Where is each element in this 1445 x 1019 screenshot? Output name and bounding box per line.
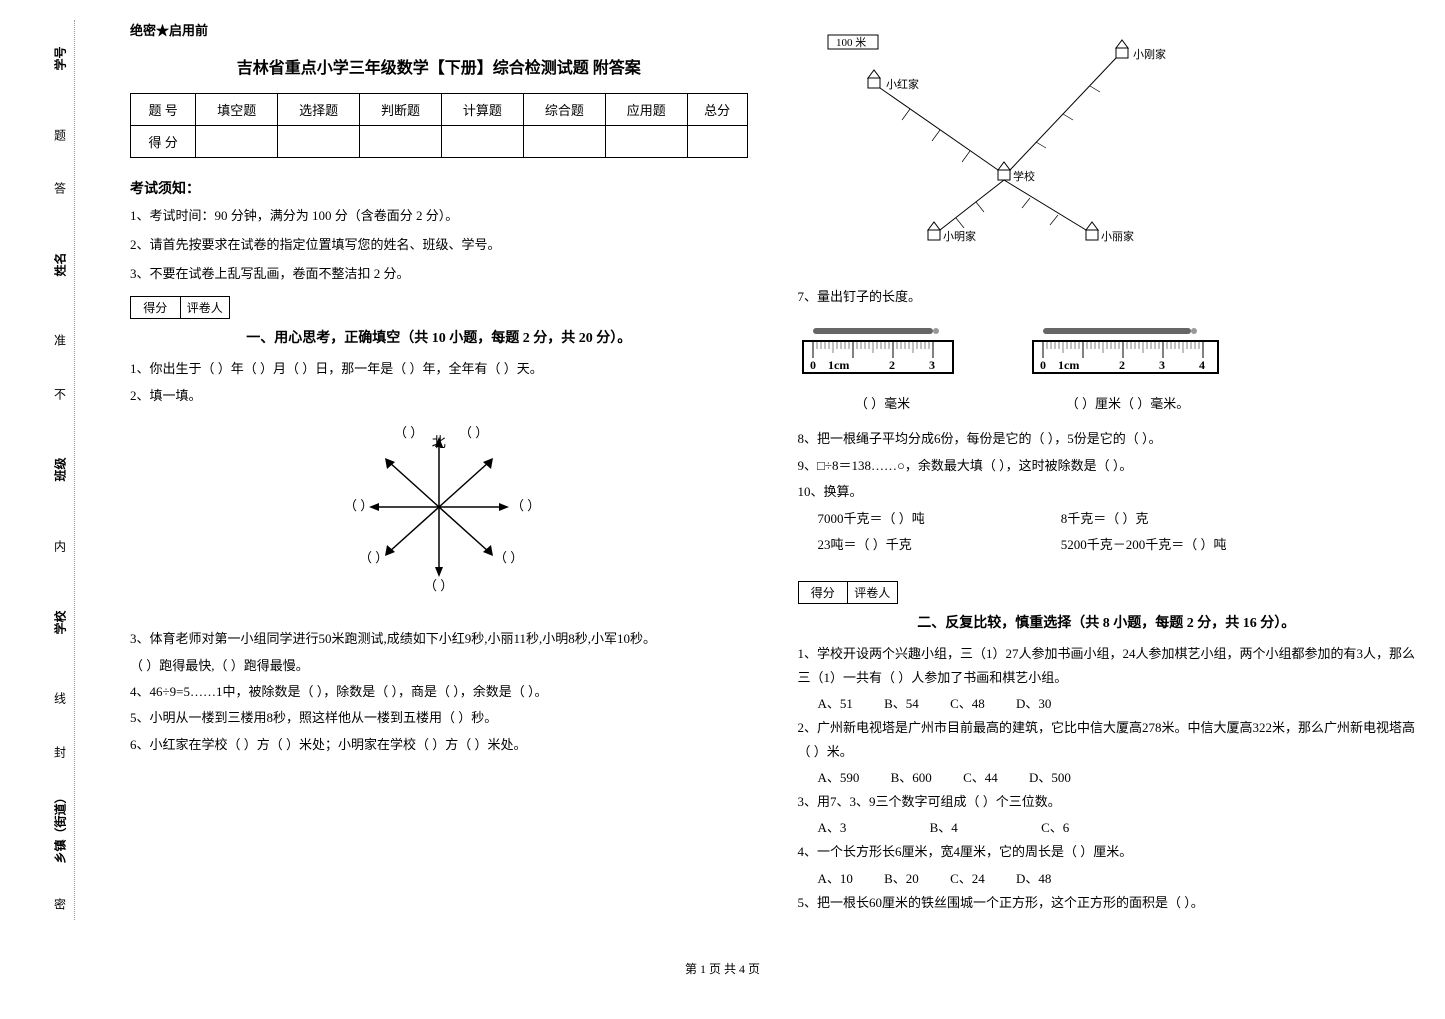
side-label: 学校 xyxy=(52,610,69,634)
svg-text:小红家: 小红家 xyxy=(886,77,919,91)
question: 2、广州新电视塔是广州市目前最高的建筑，它比中信大厦高278米。中信大厦高322… xyxy=(798,716,1416,763)
svg-text:（ ）: （ ） xyxy=(494,550,523,565)
question: 4、一个长方形长6厘米，宽4厘米，它的周长是（ ）厘米。 xyxy=(798,840,1416,863)
question: 4、46÷9=5……1中，被除数是（ ），除数是（ ），商是（ ），余数是（ ）… xyxy=(130,680,748,703)
svg-text:小丽家: 小丽家 xyxy=(1101,229,1134,243)
svg-text:小刚家: 小刚家 xyxy=(1133,47,1166,61)
instructions-heading: 考试须知： xyxy=(130,178,748,198)
confidential-label: 绝密★启用前 xyxy=(130,20,748,39)
score-table: 题 号 填空题 选择题 判断题 计算题 综合题 应用题 总分 得 分 xyxy=(130,93,748,158)
svg-text:2: 2 xyxy=(1119,358,1125,372)
question: 9、□÷8＝138……○，余数最大填（ ），这时被除数是（ ）。 xyxy=(798,454,1416,477)
ruler-diagrams: 0 1cm 2 3 （ ）毫米 xyxy=(798,323,1416,412)
svg-text:（ ）: （ ） xyxy=(424,578,453,592)
svg-text:小明家: 小明家 xyxy=(943,229,976,243)
mini-score-box: 得分 评卷人 xyxy=(130,296,230,319)
question: 5、小明从一楼到三楼用8秒，照这样他从一楼到五楼用（ ）秒。 xyxy=(130,706,748,729)
map-diagram: 100 米 小红家 小刚家 学校 小明家 小丽家 xyxy=(798,30,1416,265)
side-label: 班级 xyxy=(52,458,69,482)
question: 2、填一填。 xyxy=(130,384,748,407)
page-footer: 第 1 页 共 4 页 xyxy=(30,960,1415,977)
side-label: 学号 xyxy=(52,46,69,70)
binding-margin: 学号 题 答 姓名 准 不 班级 内 学校 线 封 乡镇（街道） 密 xyxy=(30,20,90,920)
svg-text:1cm: 1cm xyxy=(1058,358,1079,372)
svg-text:学校: 学校 xyxy=(1013,169,1035,183)
section2-title: 二、反复比较，慎重选择（共 8 小题，每题 2 分，共 16 分）。 xyxy=(798,612,1416,632)
svg-text:0: 0 xyxy=(1040,358,1046,372)
question: 6、小红家在学校（ ）方（ ）米处；小明家在学校（ ）方（ ）米处。 xyxy=(130,733,748,756)
side-label: 乡镇（街道） xyxy=(52,792,69,864)
side-label: 姓名 xyxy=(52,252,69,276)
svg-text:2: 2 xyxy=(889,358,895,372)
svg-text:（ ）: （ ） xyxy=(511,498,539,513)
svg-text:1cm: 1cm xyxy=(828,358,849,372)
question: （ ）跑得最快,（ ）跑得最慢。 xyxy=(130,654,748,677)
left-column: 绝密★启用前 吉林省重点小学三年级数学【下册】综合检测试题 附答案 题 号 填空… xyxy=(130,20,748,920)
question: 3、用7、3、9三个数字可组成（ ）个三位数。 xyxy=(798,790,1416,813)
instruction-item: 2、请首先按要求在试卷的指定位置填写您的姓名、班级、学号。 xyxy=(130,235,748,256)
question: 7、量出钉子的长度。 xyxy=(798,285,1416,308)
question: 10、换算。 xyxy=(798,480,1416,503)
question: 5、把一根长60厘米的铁丝围城一个正方形，这个正方形的面积是（ ）。 xyxy=(798,891,1416,914)
svg-text:4: 4 xyxy=(1199,358,1205,372)
svg-text:3: 3 xyxy=(1159,358,1165,372)
mini-score-box: 得分 评卷人 xyxy=(798,581,898,604)
svg-text:0: 0 xyxy=(810,358,816,372)
right-column: 100 米 小红家 小刚家 学校 小明家 小丽家 xyxy=(798,20,1416,920)
question: 3、体育老师对第一小组同学进行50米跑测试,成绩如下小红9秒,小丽11秒,小明8… xyxy=(130,627,748,650)
svg-text:3: 3 xyxy=(929,358,935,372)
svg-text:（ ）: （ ） xyxy=(359,550,388,565)
question: 8、把一根绳子平均分成6份，每份是它的（ ），5份是它的（ ）。 xyxy=(798,427,1416,450)
scale-label: 100 米 xyxy=(836,36,866,49)
question: 1、学校开设两个兴趣小组，三（1）27人参加书画小组，24人参加棋艺小组，两个小… xyxy=(798,642,1416,689)
section1-title: 一、用心思考，正确填空（共 10 小题，每题 2 分，共 20 分）。 xyxy=(130,327,748,347)
question: 1、你出生于（ ）年（ ）月（ ）日，那一年是（ ）年，全年有（ ）天。 xyxy=(130,357,748,380)
instruction-item: 1、考试时间：90 分钟，满分为 100 分（含卷面分 2 分）。 xyxy=(130,206,748,227)
compass-diagram: （ ） （ ） （ ） （ ） （ ） （ ） （ ） 北 xyxy=(329,422,549,612)
exam-title: 吉林省重点小学三年级数学【下册】综合检测试题 附答案 xyxy=(130,54,748,78)
instruction-item: 3、不要在试卷上乱写乱画，卷面不整洁扣 2 分。 xyxy=(130,264,748,285)
svg-text:（ ）: （ ） xyxy=(344,498,373,513)
